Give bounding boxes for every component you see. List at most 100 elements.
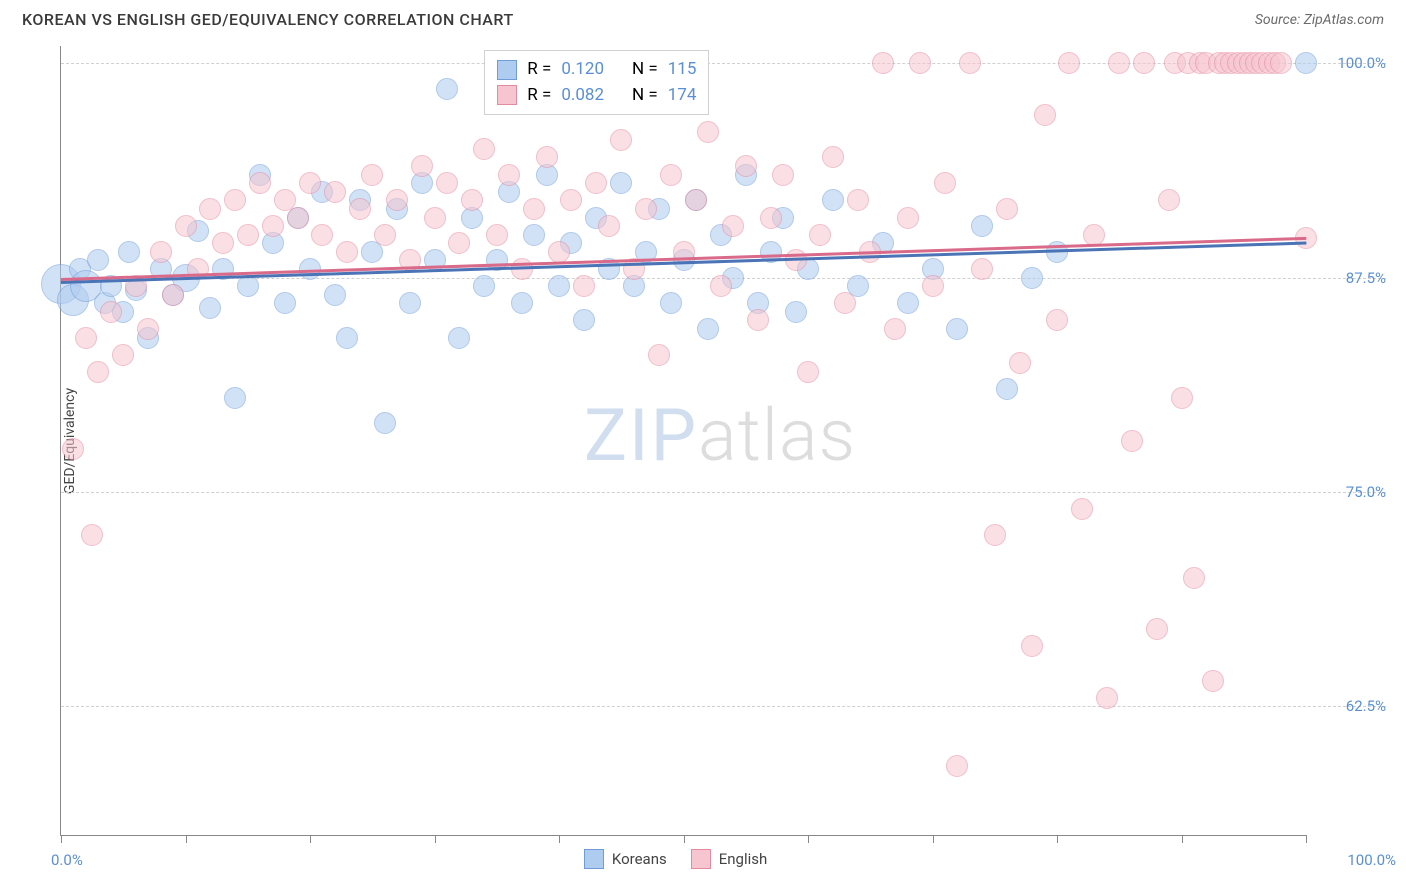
data-point (585, 172, 607, 194)
data-point (100, 301, 122, 323)
data-point (1171, 387, 1193, 409)
legend-swatch-koreans (584, 849, 604, 869)
data-point (971, 258, 993, 280)
data-point (199, 198, 221, 220)
data-point (162, 284, 184, 306)
data-point (75, 327, 97, 349)
data-point (573, 275, 595, 297)
data-point (685, 189, 707, 211)
data-point (237, 224, 259, 246)
legend-label-english: English (719, 850, 768, 868)
data-point (610, 172, 632, 194)
data-point (224, 189, 246, 211)
n-label: N = (632, 57, 658, 83)
data-point (847, 189, 869, 211)
data-point (809, 224, 831, 246)
data-point (722, 215, 744, 237)
data-point (112, 344, 134, 366)
data-point (274, 292, 296, 314)
data-point (548, 241, 570, 263)
watermark-atlas: atlas (698, 393, 856, 478)
legend-label-koreans: Koreans (612, 850, 667, 868)
data-point (548, 275, 570, 297)
r-label: R = (527, 57, 551, 83)
data-point (822, 189, 844, 211)
data-point (1121, 430, 1143, 452)
data-point (137, 318, 159, 340)
data-point (984, 524, 1006, 546)
watermark: ZIPatlas (584, 393, 856, 478)
gridline (61, 492, 1386, 493)
r-value-koreans: 0.120 (561, 57, 604, 83)
data-point (1083, 224, 1105, 246)
data-point (287, 207, 309, 229)
data-point (1146, 618, 1168, 640)
x-tick (1306, 835, 1307, 843)
data-point (785, 301, 807, 323)
y-tick-label: 87.5% (1316, 269, 1386, 287)
n-value-english: 174 (668, 83, 697, 109)
data-point (760, 207, 782, 229)
data-point (573, 309, 595, 331)
data-point (424, 207, 446, 229)
data-point (473, 138, 495, 160)
data-point (175, 215, 197, 237)
data-point (1270, 52, 1292, 74)
x-tick (684, 835, 685, 843)
x-tick (186, 835, 187, 843)
data-point (87, 361, 109, 383)
r-label: R = (527, 83, 551, 109)
x-tick (1057, 835, 1058, 843)
data-point (118, 241, 140, 263)
data-point (336, 327, 358, 349)
y-tick-label: 62.5% (1316, 697, 1386, 715)
plot-region: ZIPatlas 62.5%75.0%87.5%100.0% (61, 46, 1306, 835)
data-point (87, 249, 109, 271)
chart-title: KOREAN VS ENGLISH GED/EQUIVALENCY CORREL… (22, 10, 514, 29)
correlation-stats-box: R = 0.120 N = 115 R = 0.082 N = 174 (484, 50, 709, 115)
swatch-english (497, 85, 517, 105)
data-point (772, 164, 794, 186)
data-point (884, 318, 906, 340)
x-tick (310, 835, 311, 843)
data-point (386, 189, 408, 211)
data-point (473, 275, 495, 297)
data-point (1058, 52, 1080, 74)
data-point (224, 387, 246, 409)
data-point (959, 52, 981, 74)
data-point (336, 241, 358, 263)
data-point (747, 309, 769, 331)
data-point (648, 344, 670, 366)
stats-row-english: R = 0.082 N = 174 (497, 83, 696, 109)
data-point (249, 172, 271, 194)
data-point (697, 318, 719, 340)
legend-item-koreans: Koreans (584, 849, 667, 869)
data-point (374, 224, 396, 246)
y-tick-label: 100.0% (1316, 54, 1386, 72)
data-point (436, 78, 458, 100)
data-point (710, 275, 732, 297)
data-point (498, 164, 520, 186)
data-point (971, 215, 993, 237)
y-tick-label: 75.0% (1316, 483, 1386, 501)
data-point (610, 129, 632, 151)
data-point (536, 146, 558, 168)
data-point (81, 524, 103, 546)
x-tick (435, 835, 436, 843)
data-point (735, 155, 757, 177)
legend-swatch-english (691, 849, 711, 869)
data-point (834, 292, 856, 314)
x-tick (1182, 835, 1183, 843)
data-point (1021, 267, 1043, 289)
data-point (1108, 52, 1130, 74)
chart-header: KOREAN VS ENGLISH GED/EQUIVALENCY CORREL… (0, 0, 1406, 35)
data-point (1295, 52, 1317, 74)
data-point (311, 224, 333, 246)
legend-item-english: English (691, 849, 768, 869)
data-point (660, 292, 682, 314)
data-point (934, 172, 956, 194)
stats-row-koreans: R = 0.120 N = 115 (497, 57, 696, 83)
swatch-koreans (497, 60, 517, 80)
data-point (660, 164, 682, 186)
data-point (1071, 498, 1093, 520)
